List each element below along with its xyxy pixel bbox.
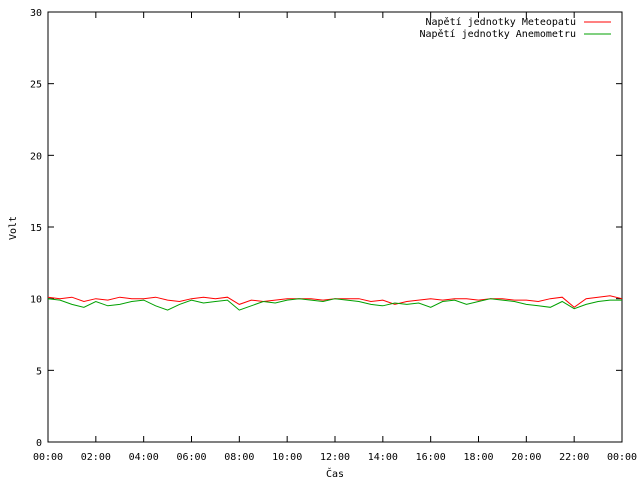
- x-tick-label: 00:00: [607, 452, 637, 463]
- x-tick-label: 22:00: [559, 452, 589, 463]
- y-tick-label: 20: [30, 151, 42, 162]
- y-tick-label: 15: [30, 223, 42, 234]
- y-axis-title: Volt: [8, 216, 19, 240]
- series-line-2: [47, 298, 622, 311]
- series-layer: [47, 295, 623, 311]
- legend-label-2: Napětí jednotky Anemometru: [419, 28, 576, 40]
- x-tick-label: 16:00: [416, 452, 446, 463]
- y-tick-label: 30: [30, 8, 42, 19]
- x-axis-title: Čas: [326, 467, 344, 480]
- x-tick-label: 00:00: [33, 452, 63, 463]
- y-tick-label: 5: [36, 366, 42, 377]
- y-tick-label: 0: [36, 438, 42, 449]
- plot-frame: [47, 11, 623, 443]
- x-tick-label: 10:00: [272, 452, 302, 463]
- x-tick-label: 14:00: [368, 452, 398, 463]
- x-tick-label: 04:00: [129, 452, 159, 463]
- legend-label-1: Napětí jednotky Meteopatu: [425, 16, 576, 28]
- y-axis-ticks: 0 5 10 15 20 25 30: [30, 8, 622, 449]
- x-tick-label: 08:00: [224, 452, 254, 463]
- x-axis-ticks: 00:00 02:00 04:00 06:00 08:00 10:00 12:00 14:00…: [33, 12, 637, 463]
- x-tick-label: 12:00: [320, 452, 350, 463]
- y-tick-label: 10: [30, 295, 42, 306]
- x-tick-label: 06:00: [176, 452, 206, 463]
- x-tick-label: 20:00: [511, 452, 541, 463]
- y-tick-label: 25: [30, 80, 42, 91]
- x-tick-label: 02:00: [81, 452, 111, 463]
- x-tick-label: 18:00: [463, 452, 493, 463]
